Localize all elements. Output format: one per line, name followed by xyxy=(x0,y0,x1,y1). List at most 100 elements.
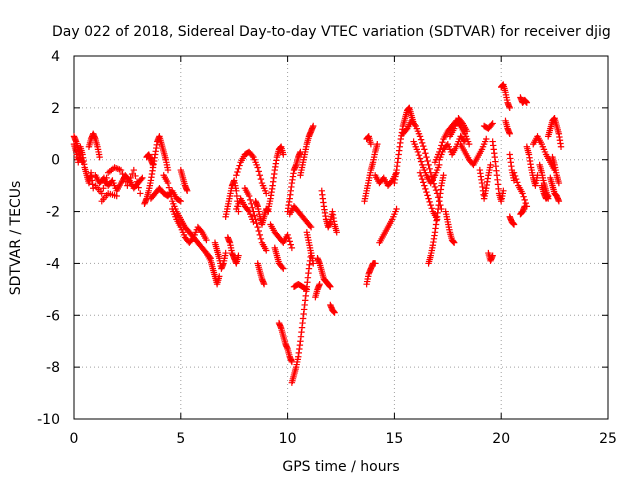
data-point xyxy=(420,142,427,150)
data-point xyxy=(119,170,126,178)
data-point xyxy=(425,195,432,202)
data-point xyxy=(124,182,131,189)
data-point xyxy=(555,179,563,187)
data-point xyxy=(432,186,440,194)
axis-ticks xyxy=(73,55,609,420)
data-point xyxy=(416,155,424,162)
data-point xyxy=(245,192,253,200)
data-point xyxy=(417,172,425,180)
data-point xyxy=(418,139,426,147)
data-point xyxy=(506,130,513,137)
data-point xyxy=(451,239,458,246)
data-point xyxy=(510,221,518,228)
data-point xyxy=(488,121,495,128)
data-point xyxy=(510,169,518,176)
data-point xyxy=(135,184,142,191)
data-point xyxy=(521,196,528,204)
data-point xyxy=(416,169,424,176)
x-tick-labels: 0 5 10 15 20 25 xyxy=(70,431,617,447)
data-point xyxy=(257,235,265,242)
data-point xyxy=(244,207,252,214)
data-point xyxy=(117,166,125,174)
data-point xyxy=(79,159,86,166)
data-point xyxy=(260,280,268,288)
data-point xyxy=(310,260,317,267)
data-point xyxy=(425,161,432,169)
data-point xyxy=(500,187,507,195)
data-point xyxy=(416,133,424,140)
data-point xyxy=(249,204,256,211)
data-point xyxy=(165,184,173,191)
data-point xyxy=(511,172,519,180)
data-point xyxy=(465,140,473,148)
y-tick-label: 2 xyxy=(51,101,60,117)
y-tick-label: -6 xyxy=(46,308,60,324)
data-point xyxy=(438,142,445,149)
data-point xyxy=(483,135,490,143)
data-point xyxy=(279,264,286,271)
data-point xyxy=(367,140,375,148)
data-point xyxy=(255,168,262,175)
data-point xyxy=(132,172,139,180)
data-point xyxy=(98,190,105,197)
data-point xyxy=(184,187,191,195)
data-point xyxy=(247,196,254,204)
data-point xyxy=(374,140,381,148)
data-point xyxy=(426,198,433,206)
y-tick-label: -4 xyxy=(46,256,60,272)
data-point xyxy=(197,227,205,235)
y-tick-label: 4 xyxy=(51,49,60,65)
data-point xyxy=(164,179,172,187)
data-point xyxy=(137,190,144,197)
data-point xyxy=(125,178,133,185)
y-tick-label: -10 xyxy=(37,412,60,428)
data-point xyxy=(331,309,338,316)
data-point xyxy=(421,146,428,153)
data-point xyxy=(428,205,435,212)
data-point xyxy=(393,205,400,213)
data-point xyxy=(288,358,296,366)
x-tick-label: 5 xyxy=(176,431,185,447)
data-point xyxy=(286,238,293,245)
data-point xyxy=(130,166,138,174)
data-point xyxy=(236,162,243,169)
data-point xyxy=(417,158,425,165)
x-tick-label: 20 xyxy=(492,431,510,447)
data-point xyxy=(427,201,434,209)
data-point xyxy=(422,150,429,157)
data-point xyxy=(411,121,418,128)
x-tick-label: 25 xyxy=(599,431,617,447)
data-point xyxy=(431,183,439,191)
data-point xyxy=(463,127,471,135)
data-point xyxy=(203,236,210,244)
data-point xyxy=(284,231,291,239)
data-point xyxy=(423,188,430,196)
data-point xyxy=(426,165,433,172)
data-point xyxy=(129,170,136,178)
data-point xyxy=(96,153,103,161)
data-point xyxy=(252,216,259,223)
y-tick-label: -8 xyxy=(46,360,60,376)
data-point xyxy=(521,203,528,210)
data-point xyxy=(249,152,256,160)
data-point xyxy=(176,197,183,204)
data-point xyxy=(189,235,196,242)
data-point xyxy=(306,222,314,230)
plot-frame xyxy=(73,55,609,420)
data-point xyxy=(149,161,157,169)
data-point xyxy=(256,231,264,239)
data-point xyxy=(101,179,109,187)
data-point xyxy=(424,192,431,199)
data-point xyxy=(417,136,425,143)
data-point xyxy=(250,208,257,215)
data-point xyxy=(427,169,434,176)
data-point xyxy=(120,174,128,182)
x-tick-label: 10 xyxy=(279,431,297,447)
data-point xyxy=(100,185,107,192)
data-point xyxy=(387,178,395,185)
data-point xyxy=(254,164,261,171)
data-point xyxy=(415,151,423,159)
data-point xyxy=(280,151,287,158)
data-point xyxy=(333,229,340,236)
data-point xyxy=(103,174,110,182)
